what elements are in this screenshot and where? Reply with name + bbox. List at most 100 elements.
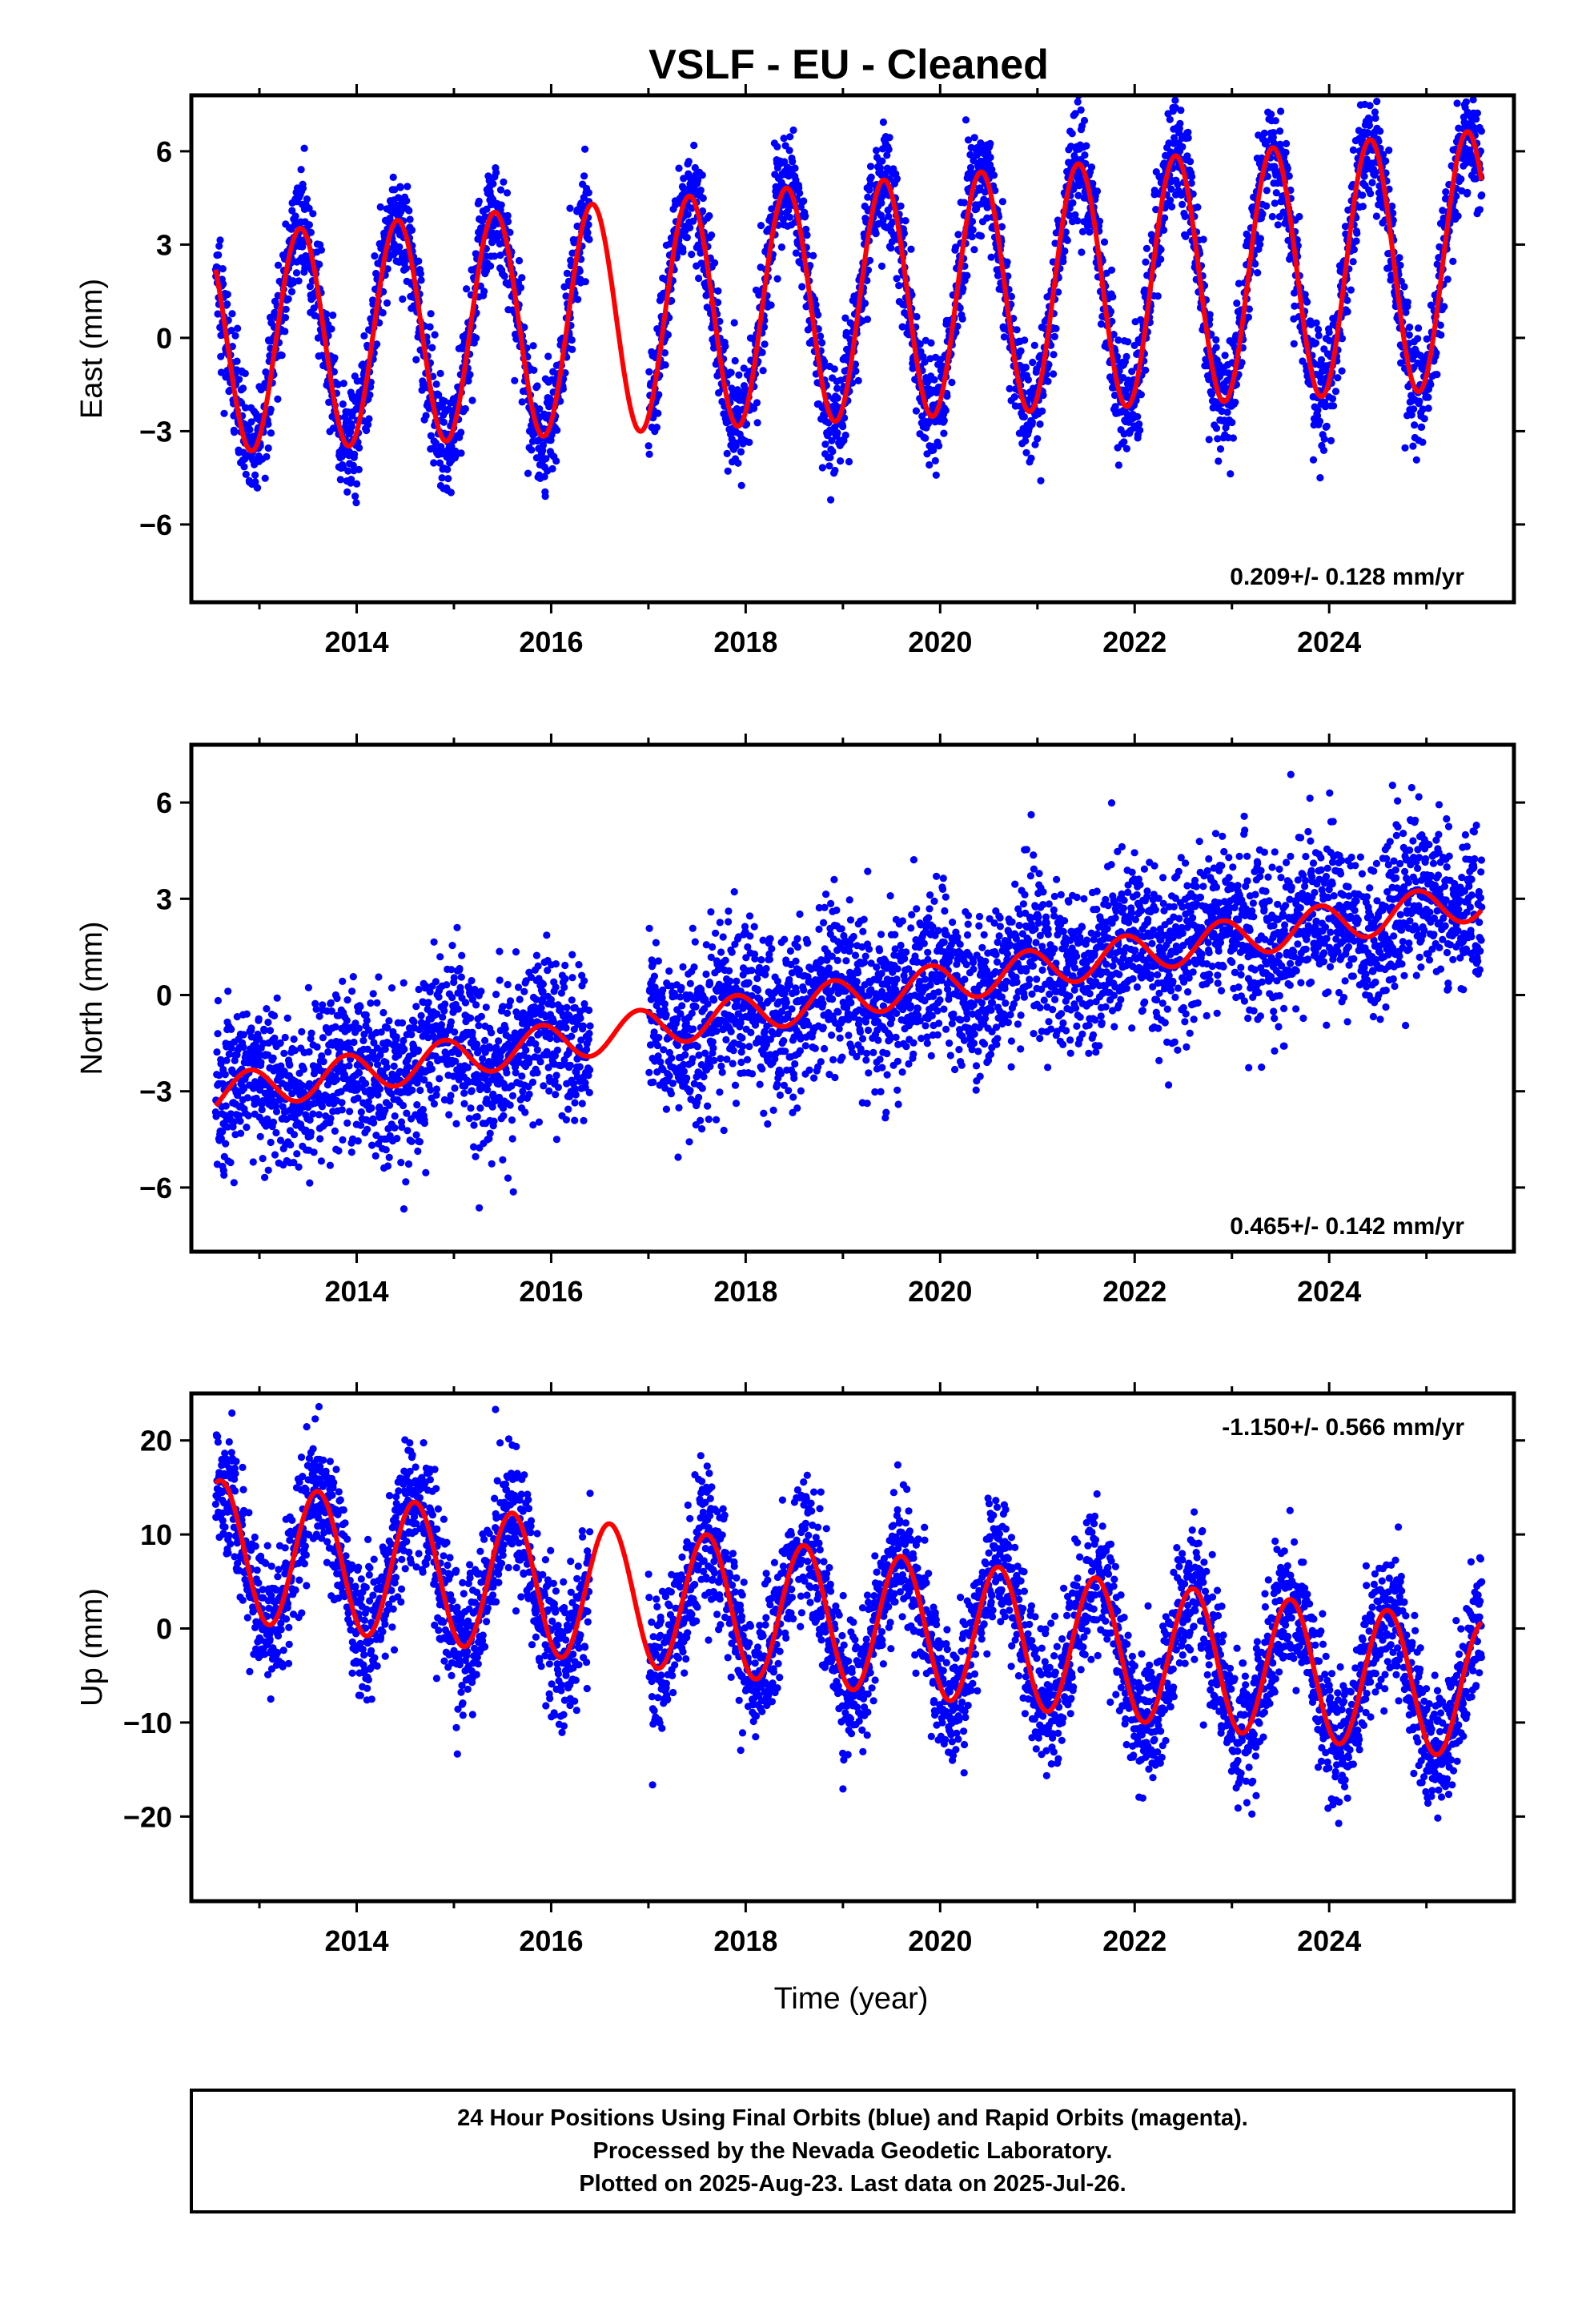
data-point [913, 312, 921, 321]
data-point [711, 259, 719, 267]
data-point [539, 441, 548, 449]
data-point [346, 1108, 354, 1116]
data-point [373, 340, 381, 348]
data-point [749, 404, 758, 412]
data-point [785, 213, 794, 221]
data-point [921, 434, 930, 442]
data-point [1424, 404, 1432, 412]
data-point [287, 1140, 295, 1149]
data-point [1277, 107, 1285, 115]
data-point [680, 175, 688, 183]
data-point [440, 397, 449, 405]
data-point [489, 179, 497, 188]
data-point [284, 295, 292, 303]
data-point [357, 1121, 365, 1129]
data-point [219, 265, 227, 273]
data-point [1227, 470, 1235, 478]
data-point [436, 459, 444, 467]
data-point [1352, 237, 1360, 245]
data-point [347, 476, 355, 484]
data-point [1395, 254, 1403, 262]
data-point [343, 488, 351, 497]
data-point [960, 199, 969, 207]
data-point [242, 404, 250, 412]
data-point [544, 352, 552, 360]
data-point [753, 399, 761, 407]
data-point [773, 143, 781, 151]
data-point [931, 456, 939, 465]
data-point [397, 207, 405, 215]
data-point [1418, 423, 1426, 432]
data-point [227, 1159, 235, 1167]
data-point [745, 438, 753, 447]
data-point [699, 207, 707, 215]
data-point [222, 1102, 230, 1110]
data-point [1260, 129, 1268, 137]
data-point [1465, 77, 1472, 84]
data-point [1022, 448, 1030, 456]
x-tick-label: 2014 [324, 625, 388, 658]
data-point [427, 432, 436, 440]
data-point [220, 1171, 228, 1179]
data-point [1122, 386, 1130, 394]
data-point [483, 205, 491, 213]
data-point [1024, 376, 1032, 384]
data-point [1142, 244, 1150, 252]
data-point [574, 296, 582, 304]
data-point [298, 1027, 306, 1035]
data-point [737, 448, 745, 456]
data-point [549, 368, 557, 376]
data-point [986, 153, 994, 162]
data-point [323, 310, 331, 318]
data-point [1268, 212, 1276, 221]
data-point [309, 210, 317, 218]
data-point [789, 158, 797, 166]
data-point [1414, 335, 1422, 343]
data-point [370, 1119, 378, 1127]
data-point [249, 1158, 257, 1166]
data-point [1473, 109, 1481, 117]
data-point [731, 356, 739, 365]
data-point [998, 198, 1006, 206]
data-point [1205, 436, 1213, 444]
data-point [236, 1117, 244, 1125]
data-point [329, 312, 337, 320]
data-point [584, 189, 592, 197]
data-point [1319, 446, 1328, 455]
data-point [491, 252, 499, 260]
data-point [935, 442, 943, 450]
data-point [457, 428, 465, 436]
data-point [216, 236, 224, 244]
data-point [355, 444, 363, 452]
data-point [661, 349, 669, 357]
data-point [664, 331, 673, 339]
data-point [839, 423, 847, 431]
data-point [561, 369, 569, 377]
data-point [1347, 286, 1355, 294]
data-point [267, 405, 275, 413]
data-point [345, 1062, 353, 1070]
data-point [1327, 436, 1335, 444]
data-point [1290, 340, 1298, 348]
data-point [223, 291, 231, 299]
data-point [270, 1011, 279, 1019]
data-point [1409, 442, 1417, 450]
data-point [831, 466, 839, 475]
data-point [351, 450, 359, 458]
data-point [1157, 246, 1165, 254]
data-point [310, 1148, 318, 1156]
data-point [371, 1152, 379, 1160]
data-point [480, 287, 488, 296]
data-point [798, 283, 806, 291]
data-point [233, 357, 241, 365]
data-points [211, 77, 1486, 507]
data-point [724, 467, 732, 475]
data-point [1166, 115, 1174, 123]
data-point [940, 429, 948, 437]
data-point [1410, 405, 1418, 413]
data-point [524, 469, 532, 477]
data-point [1443, 275, 1452, 283]
data-point [368, 1141, 376, 1149]
data-point [228, 343, 236, 351]
